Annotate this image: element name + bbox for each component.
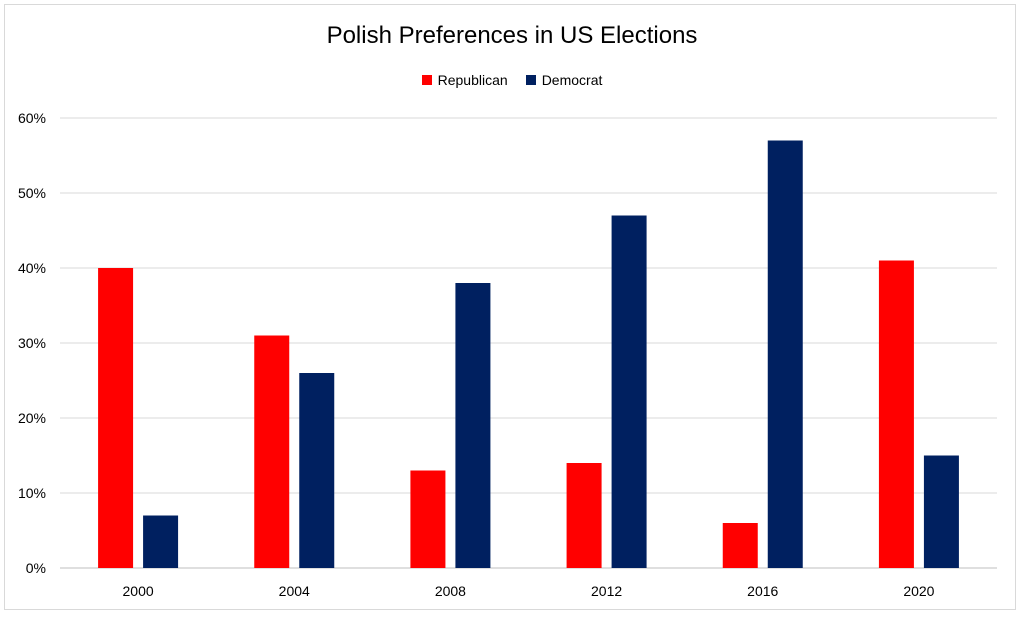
bar-democrat-2020 bbox=[923, 455, 959, 568]
x-tick-label: 2016 bbox=[747, 583, 778, 599]
bar-republican-2008 bbox=[410, 470, 446, 568]
x-tick-label: 2020 bbox=[903, 583, 934, 599]
y-tick-label: 60% bbox=[18, 110, 46, 126]
y-tick-label: 30% bbox=[18, 335, 46, 351]
bar-republican-2000 bbox=[98, 268, 134, 568]
y-tick-label: 20% bbox=[18, 410, 46, 426]
legend-label-republican: Republican bbox=[437, 72, 508, 88]
bar-democrat-2012 bbox=[611, 215, 647, 568]
legend-item-democrat: Democrat bbox=[525, 72, 603, 88]
bar-democrat-2008 bbox=[455, 283, 491, 568]
y-tick-label: 40% bbox=[18, 260, 46, 276]
legend-item-republican: Republican bbox=[421, 72, 508, 88]
bar-republican-2020 bbox=[878, 260, 914, 568]
legend-label-democrat: Democrat bbox=[541, 72, 603, 88]
chart-legend: Republican Democrat bbox=[0, 72, 1024, 88]
bar-republican-2004 bbox=[254, 335, 290, 568]
bar-democrat-2016 bbox=[767, 140, 803, 568]
x-tick-label: 2000 bbox=[123, 583, 154, 599]
x-tick-label: 2012 bbox=[591, 583, 622, 599]
legend-swatch-democrat bbox=[525, 75, 536, 85]
chart-frame bbox=[4, 4, 1016, 610]
x-tick-label: 2008 bbox=[435, 583, 466, 599]
y-tick-label: 50% bbox=[18, 185, 46, 201]
bar-democrat-2004 bbox=[299, 373, 335, 568]
chart-title: Polish Preferences in US Elections bbox=[326, 22, 698, 49]
bar-republican-2016 bbox=[722, 523, 758, 568]
y-tick-label: 10% bbox=[18, 485, 46, 501]
x-tick-label: 2004 bbox=[279, 583, 310, 599]
y-tick-label: 0% bbox=[26, 560, 46, 576]
legend-swatch-republican bbox=[421, 75, 432, 85]
bar-democrat-2000 bbox=[143, 515, 179, 568]
bar-republican-2012 bbox=[566, 463, 602, 568]
